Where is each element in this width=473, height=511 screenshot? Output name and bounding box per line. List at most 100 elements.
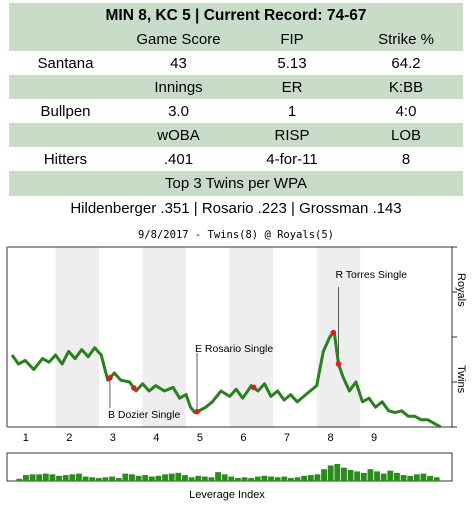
hitters-risp: 4-for-11: [266, 150, 318, 168]
leverage-bar: [162, 474, 168, 481]
leverage-bar: [188, 477, 195, 481]
leverage-bar: [274, 477, 281, 481]
leverage-bar: [268, 476, 274, 481]
header-blank: [9, 75, 122, 99]
header-lob: LOB: [390, 126, 421, 144]
leverage-bars: [16, 464, 440, 481]
pitching-header-row: Game Score FIP Strike %: [9, 28, 463, 51]
inning-stripes: [55, 247, 361, 427]
win-probability-line: [10, 330, 442, 429]
annotation-labels: B Dozier Single E Rosario Single R Torres …: [108, 269, 407, 421]
leverage-bar: [76, 473, 82, 481]
leverage-bar: [433, 477, 440, 481]
leverage-bar: [95, 478, 102, 481]
leverage-bar: [261, 475, 268, 481]
leverage-bar: [327, 465, 334, 481]
leverage-bar: [69, 474, 76, 481]
inning-label: 3: [110, 432, 116, 444]
bullpen-header-row: Innings ER K:BB: [9, 75, 463, 99]
leverage-bar: [182, 475, 188, 481]
leverage-bar: [374, 471, 380, 481]
bullpen-innings: 3.0: [168, 102, 189, 120]
inning-label: 1: [23, 432, 29, 444]
leverage-bar: [235, 478, 241, 481]
leverage-bar: [29, 474, 36, 481]
annotation-label: E Rosario Single: [195, 343, 273, 355]
leverage-bar: [254, 476, 261, 481]
leverage-bar: [321, 469, 327, 481]
leverage-bar: [49, 474, 56, 481]
leverage-bar: [314, 474, 321, 481]
inning-stripe: [229, 247, 274, 427]
leverage-bar: [221, 474, 228, 481]
leverage-bar: [168, 473, 175, 481]
header-k-bb: K:BB: [388, 78, 424, 96]
leverage-bar: [367, 469, 374, 481]
inning-label: 9: [371, 432, 377, 444]
right-axis-ticks: [7, 246, 457, 428]
santana-fip: 5.13: [277, 54, 307, 72]
annotation-lines: [109, 287, 339, 412]
royals-axis-label: Royals: [455, 273, 467, 307]
bullpen-row: Bullpen 3.0 1 4:0: [9, 99, 463, 123]
leverage-bar: [407, 475, 414, 481]
bullpen-k-bb: 4:0: [395, 102, 417, 120]
hitting-header-row: wOBA RISP LOB: [9, 123, 463, 147]
leverage-bar: [307, 475, 314, 481]
leverage-bar: [109, 476, 115, 481]
inning-label: 2: [66, 432, 72, 444]
leverage-bar: [427, 475, 433, 481]
leverage-bar: [195, 475, 202, 481]
wpa-leaders: Hildenberger .351 | Rosario .223 | Gross…: [70, 200, 402, 217]
leverage-bar: [62, 475, 69, 481]
chart-title: 9/8/2017 - Twins(8) @ Royals(5): [138, 229, 334, 241]
key-play-dot: [194, 408, 200, 415]
leverage-bar: [281, 476, 288, 481]
header-strike-pct: Strike %: [378, 31, 434, 48]
leverage-bar: [347, 469, 354, 481]
inning-label: 5: [197, 432, 203, 444]
annotation-label: B Dozier Single: [108, 409, 181, 421]
key-play-dot: [250, 384, 257, 391]
hitters-label: Hitters: [43, 150, 88, 168]
leverage-bar: [241, 477, 248, 481]
inning-label: 6: [240, 432, 246, 444]
santana-strike-pct: 64.2: [391, 54, 421, 72]
leverage-bar: [36, 474, 43, 481]
game-summary-table: MIN 8, KC 5 | Current Record: 74-67 Game…: [9, 3, 463, 221]
leverage-bar: [228, 476, 235, 481]
game-title-row: MIN 8, KC 5 | Current Record: 74-67: [9, 3, 463, 28]
header-blank: [9, 123, 122, 147]
leverage-bar: [400, 475, 407, 481]
key-play-dot: [335, 361, 342, 367]
leverage-bar: [248, 478, 255, 481]
key-play-dot: [330, 329, 337, 336]
leverage-bar: [56, 475, 62, 481]
leverage-bar: [122, 473, 129, 481]
inning-stripe: [55, 247, 100, 427]
inning-label: 4: [153, 432, 159, 444]
leverage-bar: [208, 477, 215, 481]
leverage-bar: [341, 467, 347, 481]
leverage-bar: [288, 478, 294, 481]
game-title: MIN 8, KC 5 | Current Record: 74-67: [105, 6, 367, 24]
wpa-header: Top 3 Twins per WPA: [164, 175, 307, 192]
leverage-bar: [16, 478, 23, 481]
leverage-bar: [354, 471, 361, 481]
twins-axis-label: Twins: [455, 365, 467, 394]
leverage-bar: [115, 478, 122, 481]
leverage-bar: [82, 476, 89, 481]
leverage-bar: [175, 472, 182, 481]
key-play-dot: [131, 385, 137, 391]
leverage-bar: [394, 472, 400, 481]
wpa-header-row: Top 3 Twins per WPA: [9, 171, 463, 196]
inning-stripe: [142, 247, 187, 427]
win-probability-chart: 9/8/2017 - Twins(8) @ Royals(5) Royals T…: [6, 229, 467, 501]
bullpen-er: 1: [287, 102, 297, 120]
leverage-bar: [102, 477, 109, 481]
inning-labels: 1 2 3 4 5 6 7 8 9: [23, 432, 377, 444]
santana-row: Santana 43 5.13 64.2: [9, 51, 463, 75]
leverage-bar: [413, 474, 420, 481]
inning-label: 8: [327, 432, 333, 444]
leverage-bar: [148, 476, 155, 481]
